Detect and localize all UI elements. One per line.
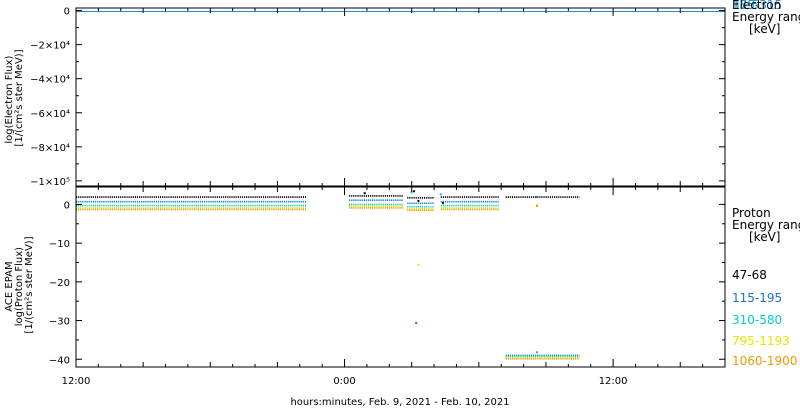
top-y-tick-label: −8×10⁴ [30, 143, 70, 154]
proton-legend-entry-5: 1060-1900 [732, 354, 797, 368]
electron-legend-entry-1: 38-53 [732, 0, 767, 12]
electron-panel-frame [75, 7, 726, 187]
x-tick-label: 12:00 [599, 376, 628, 387]
proton-legend-title: Proton Energy range [keV] [732, 206, 800, 244]
top-y-tick-label: −6×10⁴ [30, 109, 70, 120]
top-y-tick-label: −4×10⁴ [30, 75, 70, 86]
proton-data-layer [76, 190, 580, 360]
proton-legend-title-line-1: Proton [732, 206, 771, 220]
bottom-series-point [536, 196, 539, 199]
top-y-tick-label: −1×10⁵ [30, 177, 70, 188]
x-axis-label: hours:minutes, Feb. 9, 2021 - Feb. 10, 2… [290, 397, 509, 408]
proton-legend-entry-1: 47-68 [732, 268, 767, 282]
bottom-series-point [412, 190, 415, 193]
electron-legend-title: Electron Energy range [keV] [732, 0, 800, 36]
bottom-y-tick-label: −20 [49, 278, 70, 289]
bottom-series-1060-1900 [76, 204, 580, 360]
proton-legend-title-line-2: Energy range [732, 218, 800, 232]
bottom-series-point [363, 192, 366, 195]
electron-legend: 38-53 175-315 Electron Energy range [keV… [732, 0, 800, 36]
electron-panel: 0 −2×10⁴ −4×10⁴ −6×10⁴ −8×10⁴ −1×10⁵ log(Elec… [4, 0, 800, 188]
bottom-series-point [442, 201, 445, 204]
proton-y-axis: 0 −10 −20 −30 −40 [49, 200, 725, 366]
electron-x-ticks [75, 8, 704, 186]
electron-legend-title-line-2: Energy range [732, 10, 800, 24]
electron-legend-title-line-3: [keV] [749, 22, 780, 36]
bottom-y-tick-label: −30 [49, 317, 70, 328]
bottom-series-point [415, 321, 418, 324]
x-tick-label: 0:00 [333, 376, 355, 387]
proton-panel-frame [75, 186, 726, 368]
top-y-tick-label: 0 [64, 7, 70, 18]
bottom-series-310-580 [76, 191, 580, 358]
bottom-series-795-1193 [76, 204, 580, 359]
bottom-series-point [417, 263, 420, 266]
bottom-series-point [417, 199, 420, 202]
x-tick-label: 12:00 [62, 376, 91, 387]
proton-legend-entry-4: 795-1193 [732, 334, 790, 348]
proton-legend: Proton Energy range [keV] 47-68 115-195 … [732, 206, 800, 368]
bottom-series-47-68 [76, 190, 580, 204]
electron-legend-title-line-1: Electron [732, 0, 781, 12]
electron-legend-entry-2: 175-315 [732, 0, 782, 12]
bottom-series-115-195 [76, 196, 580, 357]
bottom-series-point [536, 204, 539, 207]
top-y-tick-label: −2×10⁴ [30, 41, 70, 52]
proton-legend-entry-2: 115-195 [732, 291, 782, 305]
electron-y-label: log(Electron Flux) [1/(cm²s ster MeV)] [4, 49, 25, 146]
proton-y-label-line-3: [1/(cm²s ster MeV)] [24, 236, 35, 333]
bottom-series-point [536, 351, 539, 354]
proton-legend-entry-3: 310-580 [732, 313, 782, 327]
bottom-y-tick-label: −10 [49, 239, 70, 250]
proton-y-label-line-1: ACE EPAM [4, 261, 15, 311]
proton-y-label-line-2: log(Proton Flux) [14, 247, 25, 326]
electron-y-label-line-1: log(Electron Flux) [4, 55, 15, 143]
proton-x-axis: 12:00 0:00 12:00 [62, 187, 704, 387]
bottom-y-tick-label: 0 [64, 200, 70, 211]
proton-legend-title-line-3: [keV] [749, 230, 780, 244]
bottom-y-tick-label: −40 [49, 355, 70, 366]
electron-y-axis: 0 −2×10⁴ −4×10⁴ −6×10⁴ −8×10⁴ −1×10⁵ [30, 7, 725, 188]
bottom-series-point [410, 191, 413, 194]
proton-panel: 0 −10 −20 −30 −40 12:00 0:00 12:00 ACE EPAM lo… [4, 186, 800, 387]
proton-y-label: ACE EPAM log(Proton Flux) [1/(cm²s ster … [4, 236, 35, 333]
electron-y-label-line-2: [1/(cm²s ster MeV)] [14, 49, 25, 146]
bottom-series-point [439, 193, 442, 196]
